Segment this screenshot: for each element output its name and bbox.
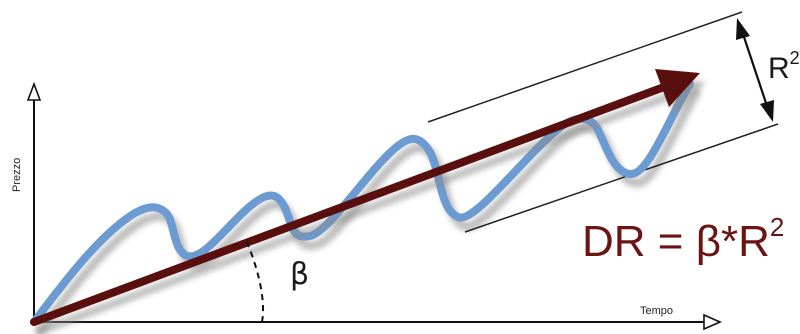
angle-beta-label: β — [290, 257, 309, 292]
channel-lines — [427, 11, 779, 233]
x-axis-label: Tempo — [640, 305, 673, 317]
channel-lower-line — [464, 123, 779, 233]
y-axis — [26, 81, 42, 322]
channel-width-arrow — [736, 18, 774, 122]
channel-upper-line — [427, 11, 743, 123]
trend-arrow-shadow — [36, 78, 706, 334]
x-axis — [34, 313, 722, 331]
formula-dr: DR = β*R2 — [582, 212, 784, 266]
y-axis-label: Prezzo — [11, 158, 23, 192]
channel-r2-label: R2 — [768, 48, 800, 85]
trend-arrow — [30, 69, 700, 326]
